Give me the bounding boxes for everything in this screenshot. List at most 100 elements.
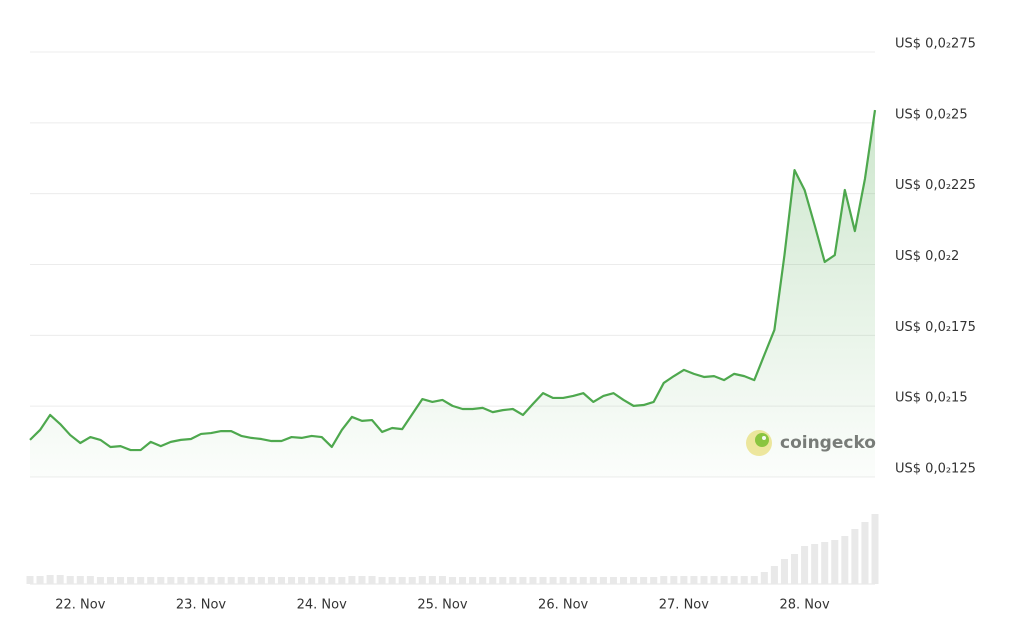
volume-bar (700, 576, 708, 584)
volume-bar (106, 577, 114, 584)
volume-bar (559, 577, 567, 584)
volume-bar (579, 577, 587, 584)
volume-bar (459, 577, 467, 584)
volume-bar (328, 577, 336, 584)
volume-bar (619, 577, 628, 584)
x-tick-label: 25. Nov (417, 598, 467, 613)
volume-bar (811, 544, 819, 584)
volume-bar (388, 577, 396, 584)
volume-bar (730, 576, 738, 584)
volume-bar (529, 577, 537, 584)
volume-bar (418, 576, 426, 584)
volume-bar (770, 566, 778, 584)
volume-bar (348, 576, 356, 584)
x-tick-label: 22. Nov (55, 598, 105, 613)
y-tick-label: US$ 0,0₂15 (895, 391, 968, 406)
y-tick-label: US$ 0,0₂275 (895, 37, 976, 52)
volume-bar (96, 577, 104, 584)
volume-bar (187, 577, 195, 584)
volume-bar (46, 575, 54, 584)
volume-bar (438, 576, 446, 584)
volume-bar (408, 577, 416, 584)
volume-bar (499, 577, 507, 584)
volume-bar (76, 576, 84, 584)
volume-bar (851, 529, 859, 584)
volume-bar (469, 577, 477, 584)
volume-bar (26, 576, 34, 584)
volume-bar (589, 577, 597, 584)
volume-bar (791, 554, 799, 584)
volume-bar (237, 577, 245, 584)
volume-bar (479, 577, 487, 584)
volume-bar (247, 577, 255, 584)
volume-bar (740, 576, 748, 584)
volume-bar (670, 576, 678, 584)
volume-bar (217, 577, 225, 584)
y-tick-label: US$ 0,0₂125 (895, 462, 976, 477)
volume-bar (167, 577, 175, 584)
volume-bar (448, 577, 457, 584)
volume-bar (318, 577, 326, 584)
y-tick-label: US$ 0,0₂175 (895, 320, 976, 335)
volume-bar (750, 576, 758, 584)
volume-bar (177, 577, 185, 584)
volume-bar (780, 559, 788, 584)
volume-bar (660, 576, 668, 584)
price-line (29, 109, 877, 452)
volume-bar (519, 577, 527, 584)
volume-bar (298, 577, 306, 584)
volume-bar (267, 577, 275, 584)
volume-bar (871, 514, 879, 584)
volume-bar (147, 577, 155, 584)
volume-bar (640, 577, 648, 584)
volume-bar (277, 577, 286, 584)
volume-bar (127, 577, 135, 584)
x-tick-label: 26. Nov (538, 598, 588, 613)
volume-bar (338, 577, 346, 584)
volume-bar (801, 546, 809, 584)
x-tick-label: 27. Nov (659, 598, 709, 613)
y-tick-label: US$ 0,0₂25 (895, 107, 968, 122)
volume-bar (197, 577, 205, 584)
volume-bar (821, 542, 829, 584)
volume-bar (549, 577, 557, 584)
volume-bar (861, 522, 869, 584)
volume-bar (841, 536, 849, 584)
volume-bar (539, 577, 547, 584)
volume-bar (36, 576, 44, 584)
volume-bar (368, 576, 376, 584)
volume-bar (257, 577, 265, 584)
x-tick-label: 24. Nov (297, 598, 347, 613)
volume-bar (710, 576, 718, 584)
volume-bar (680, 576, 688, 584)
volume-bar (308, 577, 316, 584)
volume-bar (378, 577, 386, 584)
volume-bar (489, 577, 497, 584)
volume-bar (428, 576, 436, 584)
price-area (30, 110, 875, 477)
y-tick-label: US$ 0,0₂2 (895, 249, 959, 264)
volume-bar (509, 577, 517, 584)
volume-bar (720, 576, 728, 584)
volume-bar (599, 577, 607, 584)
volume-bar (66, 576, 74, 584)
volume-bar (569, 577, 577, 584)
volume-bar (288, 577, 296, 584)
volume-bar (760, 572, 768, 584)
x-tick-label: 23. Nov (176, 598, 226, 613)
volume-bar (157, 577, 165, 584)
volume-bar (630, 577, 638, 584)
volume-bar (831, 540, 839, 584)
volume-bar (207, 577, 215, 584)
volume-bar (117, 577, 125, 584)
volume-bar (690, 576, 698, 584)
volume-bar (358, 576, 366, 584)
y-tick-label: US$ 0,0₂225 (895, 178, 976, 193)
volume-bar (650, 577, 658, 584)
volume-bar (56, 575, 64, 584)
volume-bar (609, 577, 617, 584)
x-tick-label: 28. Nov (779, 598, 829, 613)
volume-bar (137, 577, 145, 584)
